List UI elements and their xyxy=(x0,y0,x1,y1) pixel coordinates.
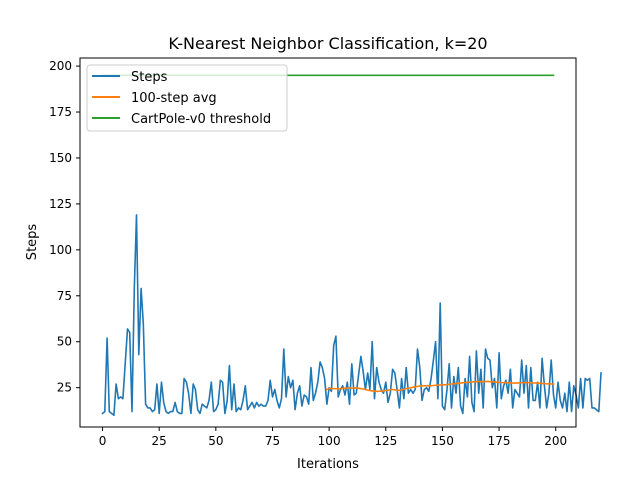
legend-label-1: 100-step avg xyxy=(131,91,217,106)
legend-entries: Steps 100-step avg CartPole-v0 threshold xyxy=(92,70,271,127)
y-tick-label: 75 xyxy=(57,289,72,303)
y-tick-label: 150 xyxy=(49,151,72,165)
y-tick-label: 125 xyxy=(49,197,72,211)
y-axis: 25 50 75 100 125 150 175 200 xyxy=(49,59,80,395)
legend-label-2: CartPole-v0 threshold xyxy=(131,112,271,127)
x-tick-label: 0 xyxy=(99,434,107,448)
x-tick-label: 75 xyxy=(265,434,280,448)
legend: Steps 100-step avg CartPole-v0 threshold xyxy=(86,64,288,132)
series-line-0 xyxy=(101,214,602,417)
y-tick-label: 200 xyxy=(49,59,72,73)
x-tick-label: 25 xyxy=(152,434,167,448)
x-tick-label: 100 xyxy=(318,434,341,448)
chart-title: K-Nearest Neighbor Classification, k=20 xyxy=(168,34,487,53)
y-tick-label: 25 xyxy=(57,381,72,395)
y-tick-label: 175 xyxy=(49,105,72,119)
legend-label-0: Steps xyxy=(131,70,168,85)
legend-box xyxy=(86,64,288,132)
series-line-1 xyxy=(325,380,555,393)
x-tick-label: 50 xyxy=(208,434,223,448)
y-tick-label: 100 xyxy=(49,243,72,257)
x-tick-label: 175 xyxy=(488,434,511,448)
x-axis: 0 25 50 75 100 125 150 175 200 xyxy=(99,427,567,448)
axes-frame xyxy=(79,57,577,428)
x-axis-label: Iterations xyxy=(297,457,359,472)
x-tick-label: 125 xyxy=(374,434,397,448)
x-tick-label: 200 xyxy=(544,434,567,448)
y-axis-label: Steps xyxy=(25,224,40,261)
x-tick-label: 150 xyxy=(431,434,454,448)
y-tick-label: 50 xyxy=(57,335,72,349)
